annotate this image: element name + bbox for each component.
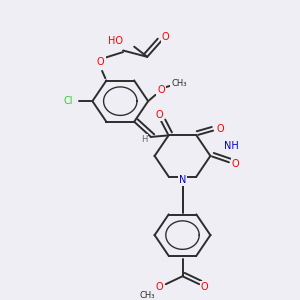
Text: CH₃: CH₃ [171,79,187,88]
Text: O: O [155,282,163,292]
Text: O: O [216,124,224,134]
Text: HO: HO [108,36,123,46]
Text: Cl: Cl [64,96,73,106]
Text: O: O [157,85,165,95]
Text: NH: NH [224,141,239,151]
Text: O: O [97,57,105,67]
Text: O: O [162,32,169,42]
Text: CH₃: CH₃ [140,291,155,300]
Text: O: O [201,282,208,292]
Text: N: N [179,175,186,185]
Text: H: H [141,135,147,144]
Text: O: O [232,159,239,169]
Text: O: O [155,110,163,120]
